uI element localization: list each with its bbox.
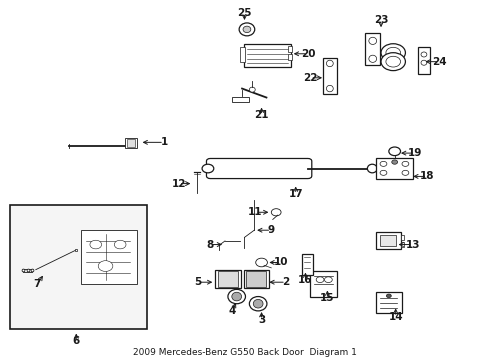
Bar [375, 232, 400, 249]
Bar [365, 33, 379, 65]
Ellipse shape [271, 209, 281, 216]
Ellipse shape [114, 240, 126, 249]
Ellipse shape [391, 160, 397, 164]
Ellipse shape [380, 53, 405, 71]
Ellipse shape [255, 258, 267, 267]
Text: 13: 13 [405, 239, 419, 249]
Text: 6: 6 [73, 336, 80, 346]
Text: 20: 20 [300, 49, 314, 59]
Bar [232, 97, 249, 102]
Ellipse shape [249, 87, 255, 92]
Ellipse shape [385, 56, 400, 67]
Text: 7: 7 [34, 279, 41, 289]
Text: 10: 10 [273, 257, 288, 267]
Text: 25: 25 [237, 8, 251, 18]
Ellipse shape [368, 37, 376, 44]
Bar [127, 139, 135, 147]
Text: 22: 22 [303, 73, 317, 83]
Ellipse shape [379, 170, 386, 175]
Ellipse shape [316, 277, 324, 283]
Text: 5: 5 [194, 277, 202, 287]
Bar [288, 54, 292, 60]
Ellipse shape [420, 60, 426, 65]
Text: 9: 9 [267, 225, 274, 235]
Text: 17: 17 [288, 189, 303, 199]
Ellipse shape [401, 161, 408, 166]
Bar [302, 253, 312, 275]
Bar [400, 235, 404, 240]
Ellipse shape [326, 60, 332, 67]
Bar [10, 205, 147, 329]
Ellipse shape [227, 289, 245, 304]
Ellipse shape [386, 294, 390, 298]
FancyBboxPatch shape [206, 158, 311, 179]
Ellipse shape [366, 164, 376, 173]
Ellipse shape [388, 147, 400, 156]
Bar [417, 47, 429, 74]
Ellipse shape [385, 47, 400, 58]
Ellipse shape [231, 292, 241, 301]
Ellipse shape [326, 85, 332, 92]
Text: 8: 8 [206, 239, 214, 249]
Bar [375, 292, 401, 313]
Text: 11: 11 [247, 207, 262, 217]
Ellipse shape [380, 44, 405, 62]
Ellipse shape [249, 297, 266, 311]
Text: 2009 Mercedes-Benz G550 Back Door  Diagram 1: 2009 Mercedes-Benz G550 Back Door Diagra… [132, 348, 356, 357]
Ellipse shape [243, 26, 250, 33]
Text: 15: 15 [320, 293, 334, 303]
Ellipse shape [368, 55, 376, 62]
Text: 1: 1 [160, 138, 167, 147]
Bar [215, 270, 240, 288]
Bar [217, 271, 238, 287]
Text: 14: 14 [387, 312, 402, 322]
Ellipse shape [90, 240, 102, 249]
Text: 24: 24 [431, 57, 446, 67]
Ellipse shape [239, 23, 254, 36]
Text: 21: 21 [254, 111, 268, 121]
Text: 19: 19 [407, 148, 422, 158]
Bar [288, 45, 292, 52]
Bar [125, 138, 137, 148]
Bar [375, 158, 412, 179]
Bar [81, 230, 137, 284]
Ellipse shape [253, 300, 263, 308]
Bar [244, 44, 290, 67]
Ellipse shape [98, 261, 113, 271]
Text: 2: 2 [282, 277, 289, 287]
Bar [245, 271, 266, 287]
Bar [400, 242, 404, 247]
Bar [239, 47, 245, 62]
Text: 4: 4 [228, 306, 236, 316]
Bar [322, 58, 336, 94]
Ellipse shape [401, 170, 408, 175]
Bar [310, 271, 336, 297]
Ellipse shape [379, 161, 386, 166]
Text: 23: 23 [373, 15, 387, 26]
Text: 18: 18 [419, 171, 434, 181]
Ellipse shape [324, 277, 331, 283]
Text: 16: 16 [298, 275, 312, 285]
Bar [379, 234, 395, 246]
Ellipse shape [202, 164, 213, 173]
Bar [243, 270, 268, 288]
Text: 12: 12 [171, 179, 185, 189]
Ellipse shape [420, 52, 426, 57]
Text: 3: 3 [257, 315, 264, 325]
